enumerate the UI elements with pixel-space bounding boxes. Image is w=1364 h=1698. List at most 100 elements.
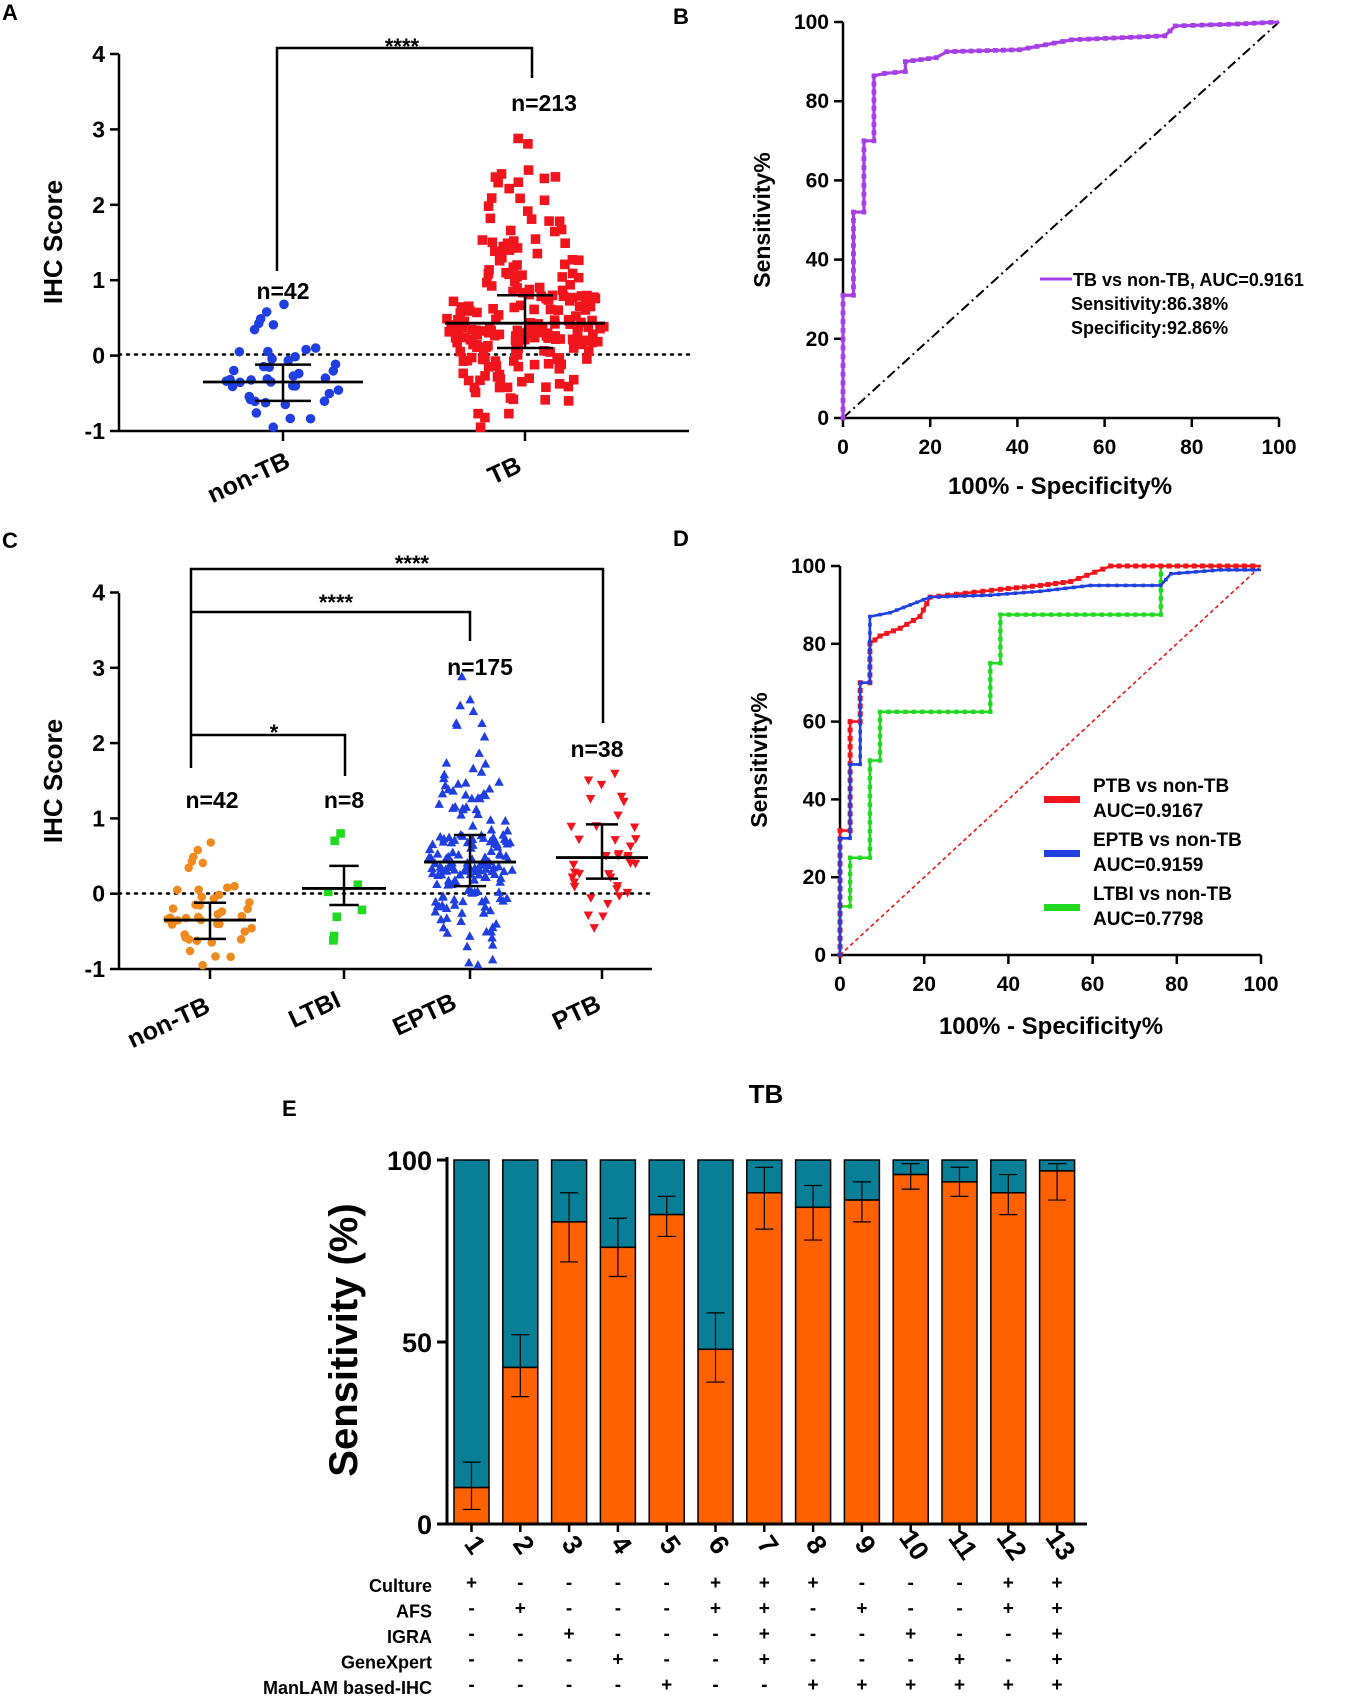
panel-d-eptb-curve bbox=[838, 568, 1261, 955]
panel-e-method-sign: - bbox=[468, 1675, 474, 1696]
panel-a-point bbox=[450, 332, 461, 343]
panel-d-letter: D bbox=[673, 526, 689, 551]
panel-e-method-sign: - bbox=[761, 1675, 767, 1696]
panel-b-marker bbox=[1102, 35, 1108, 41]
panel-d-eptb-marker bbox=[921, 597, 926, 602]
panel-c-point bbox=[616, 792, 627, 802]
panel-e-bar-sensitivity bbox=[1038, 1170, 1076, 1525]
panel-d-ptb-marker bbox=[884, 630, 890, 636]
panel-d-eptb-marker bbox=[858, 721, 863, 726]
panel-a-point bbox=[448, 296, 459, 307]
panel-c-ytick-label: 3 bbox=[92, 655, 105, 681]
panel-c-point bbox=[447, 847, 458, 857]
panel-a-point bbox=[532, 248, 543, 259]
panel-a-x-ticks bbox=[281, 431, 527, 441]
panel-e-xtick-label: 10 bbox=[893, 1524, 935, 1566]
panel-b-marker bbox=[1217, 22, 1223, 27]
panel-c-points bbox=[163, 671, 641, 970]
panel-d-ltbi-marker bbox=[988, 693, 993, 698]
panel-d-ltbi-marker bbox=[877, 725, 883, 731]
panel-c-letter: C bbox=[2, 528, 18, 553]
panel-d-ptb-marker bbox=[847, 752, 853, 758]
panel-c-point bbox=[490, 838, 500, 848]
panel-c-point bbox=[494, 777, 504, 786]
panel-d-eptb-marker bbox=[915, 600, 919, 605]
panel-d-ptb-marker bbox=[1084, 572, 1090, 578]
panel-a-point bbox=[523, 327, 534, 338]
panel-b-marker bbox=[1136, 34, 1142, 40]
panel-d-eptb-marker bbox=[1251, 568, 1255, 572]
panel-a-point bbox=[508, 356, 519, 366]
panel-e-bar-remainder bbox=[453, 1159, 490, 1489]
panel-b-marker bbox=[871, 105, 877, 111]
panel-a-point bbox=[554, 364, 565, 374]
panel-c-point bbox=[480, 759, 491, 768]
panel-a-point bbox=[478, 326, 489, 336]
panel-d-xtick-label: 60 bbox=[1081, 973, 1104, 996]
panel-c-point bbox=[236, 934, 246, 944]
panel-a-point bbox=[565, 280, 575, 290]
panel-a-point bbox=[580, 305, 591, 315]
panel-c-point bbox=[465, 931, 475, 940]
panel-a-point bbox=[229, 365, 239, 376]
panel-a-point bbox=[475, 422, 486, 433]
panel-b-marker bbox=[992, 47, 998, 53]
panel-e-method-sign: - bbox=[712, 1650, 718, 1671]
panel-d-eptb-marker bbox=[1219, 568, 1223, 572]
panel-a-point bbox=[486, 281, 497, 291]
panel-d-eptb-marker bbox=[838, 928, 842, 932]
panel-a-point bbox=[319, 396, 330, 407]
panel-d-eptb-marker bbox=[1115, 583, 1119, 588]
panel-a-point bbox=[473, 408, 483, 419]
panel-c-point bbox=[427, 868, 438, 878]
panel-b-marker bbox=[1086, 36, 1091, 42]
panel-a-point bbox=[557, 285, 568, 296]
panel-a-point bbox=[305, 413, 316, 424]
panel-d-ltbi-marker bbox=[867, 767, 873, 772]
panel-d-ptb-marker bbox=[1149, 563, 1155, 569]
panel-d-ltbi-marker bbox=[1133, 612, 1138, 617]
panel-d-eptb-marker bbox=[908, 603, 913, 607]
panel-c-point bbox=[496, 873, 506, 882]
panel-b-marker bbox=[840, 398, 846, 403]
panel-b-marker bbox=[871, 138, 877, 144]
panel-c-point bbox=[449, 894, 459, 904]
panel-a-ytick-label: 0 bbox=[92, 343, 105, 369]
panel-a: A -1 0 1 2 3 4 IHC Score non-TB TB n=42 n=213… bbox=[2, 0, 691, 509]
panel-d-ltbi-marker bbox=[1099, 612, 1104, 617]
panel-a-point bbox=[554, 216, 565, 227]
panel-a-point bbox=[490, 172, 501, 182]
panel-c-ytick-label: 1 bbox=[92, 805, 105, 831]
panel-c-point bbox=[630, 835, 641, 844]
panel-e-method-sign: - bbox=[1005, 1624, 1011, 1645]
panel-a-point bbox=[333, 385, 344, 395]
panel-a-point bbox=[560, 238, 570, 248]
panel-a-point bbox=[472, 307, 482, 318]
panel-e-method-sign: + bbox=[1003, 1599, 1014, 1620]
panel-d-eptb-marker bbox=[1194, 570, 1198, 574]
panel-c-point bbox=[442, 928, 453, 937]
panel-b-ytick-label: 20 bbox=[806, 328, 829, 351]
panel-e-method-sign: - bbox=[712, 1624, 718, 1645]
panel-d-roc-curves bbox=[837, 563, 1261, 958]
panel-c-xtick-ptb: PTB bbox=[548, 989, 605, 1036]
panel-d-eptb-marker bbox=[1177, 571, 1182, 575]
panel-d-eptb-marker bbox=[1210, 568, 1215, 573]
panel-d-ltbi-marker bbox=[867, 837, 873, 843]
panel-a-point bbox=[268, 319, 279, 330]
panel-d-ltbi-marker bbox=[928, 709, 934, 715]
panel-d-eptb-marker bbox=[858, 713, 863, 718]
panel-d-eptb-marker bbox=[954, 594, 958, 599]
panel-d-ptb-marker bbox=[917, 614, 923, 620]
panel-a-point bbox=[486, 193, 497, 203]
panel-a-point bbox=[493, 177, 503, 188]
panel-c-point bbox=[245, 898, 254, 907]
panel-d-ptb-marker bbox=[890, 628, 896, 634]
panel-e-method-sign: + bbox=[856, 1599, 867, 1620]
panel-d-eptb-marker bbox=[838, 886, 842, 891]
panel-d-ltbi-marker bbox=[998, 612, 1003, 617]
panel-e-bar-remainder bbox=[843, 1159, 881, 1201]
panel-c-point bbox=[447, 862, 457, 871]
panel-a-point bbox=[509, 302, 520, 313]
